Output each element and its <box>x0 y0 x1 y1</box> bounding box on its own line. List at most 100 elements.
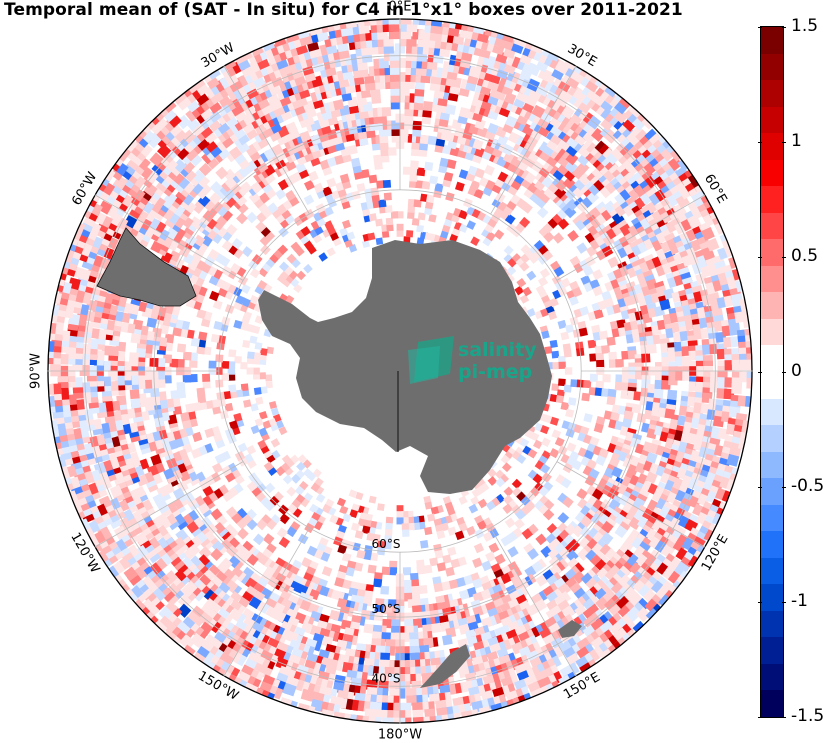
data-cell <box>494 553 506 565</box>
data-cell <box>359 512 368 521</box>
data-cell <box>209 290 220 302</box>
data-cell <box>357 518 367 527</box>
data-cell <box>339 505 349 515</box>
data-cell <box>176 343 187 353</box>
data-cell <box>297 454 307 464</box>
data-cell <box>360 169 370 179</box>
data-cell <box>423 495 432 504</box>
data-cell <box>286 526 298 538</box>
data-cell <box>341 219 352 229</box>
data-cell <box>495 477 506 488</box>
data-cell <box>249 267 261 279</box>
data-cell <box>390 211 399 219</box>
data-cell <box>211 405 222 415</box>
data-cell <box>254 315 264 325</box>
data-cell <box>356 182 366 193</box>
data-cell <box>511 478 522 489</box>
data-cell <box>236 527 249 540</box>
data-cell <box>264 482 276 494</box>
data-cell <box>407 205 416 213</box>
data-cell <box>631 403 642 414</box>
data-cell <box>270 407 280 416</box>
data-cell <box>402 567 412 576</box>
data-cell <box>589 373 598 382</box>
data-cell <box>558 361 566 370</box>
data-cell <box>249 335 258 344</box>
data-cell <box>221 373 230 381</box>
data-cell <box>607 256 620 269</box>
data-cell <box>514 285 524 296</box>
data-cell <box>356 549 366 559</box>
data-cell <box>368 495 377 504</box>
data-cell <box>329 514 339 525</box>
data-cell <box>440 230 449 239</box>
data-cell <box>470 496 480 506</box>
data-cell <box>407 211 415 220</box>
data-cell <box>485 231 496 242</box>
data-cell <box>276 527 288 539</box>
data-cell <box>202 373 211 382</box>
data-cell <box>368 213 377 222</box>
data-cell <box>445 104 457 115</box>
data-cell <box>240 283 251 294</box>
data-cell <box>268 400 278 410</box>
data-cell <box>419 134 430 145</box>
data-cell <box>458 209 469 220</box>
data-cell <box>363 623 374 634</box>
data-cell <box>470 236 480 246</box>
data-cell <box>549 339 558 349</box>
data-cell <box>596 359 605 369</box>
data-cell <box>258 427 268 437</box>
data-cell <box>416 167 426 177</box>
data-cell <box>212 462 223 474</box>
data-cell <box>436 562 447 572</box>
data-cell <box>290 241 301 252</box>
data-cell <box>576 242 588 254</box>
data-cell <box>277 244 289 255</box>
data-cell <box>309 503 319 514</box>
data-cell <box>278 536 290 549</box>
data-cell <box>246 211 258 224</box>
data-cell <box>368 174 378 184</box>
data-cell <box>409 173 418 182</box>
data-cell <box>253 352 261 360</box>
data-cell <box>471 488 482 498</box>
data-cells <box>48 19 752 723</box>
data-cell <box>407 522 415 531</box>
data-cell <box>350 157 361 168</box>
data-cell <box>458 522 469 533</box>
data-cell <box>366 532 376 542</box>
data-cell <box>361 239 371 249</box>
chart-title: Temporal mean of (SAT - In situ) for C4 … <box>4 0 683 20</box>
data-cell <box>578 327 588 337</box>
data-cell <box>129 389 140 400</box>
data-cell <box>519 294 530 304</box>
data-cell <box>429 175 439 185</box>
data-cell <box>260 386 268 394</box>
data-cell <box>515 509 526 521</box>
data-cell <box>303 468 313 478</box>
data-cell <box>279 513 290 525</box>
data-cell <box>418 584 428 595</box>
data-cell <box>422 101 433 112</box>
data-cell <box>602 374 611 383</box>
data-cell <box>385 516 394 525</box>
data-cell <box>563 349 572 358</box>
data-cell <box>386 223 394 232</box>
data-cell <box>401 523 410 531</box>
data-cell <box>379 205 387 214</box>
data-cell <box>424 501 433 510</box>
data-cell <box>235 389 244 398</box>
data-cell <box>208 360 217 369</box>
data-cell <box>242 339 251 349</box>
data-cell <box>417 212 426 221</box>
data-cell <box>553 266 565 277</box>
data-cell <box>416 224 424 233</box>
data-cell <box>303 179 315 191</box>
data-cell <box>487 476 498 486</box>
data-cell <box>371 193 380 203</box>
data-cell <box>554 437 565 447</box>
data-cell <box>566 442 577 453</box>
data-cell <box>421 180 431 190</box>
